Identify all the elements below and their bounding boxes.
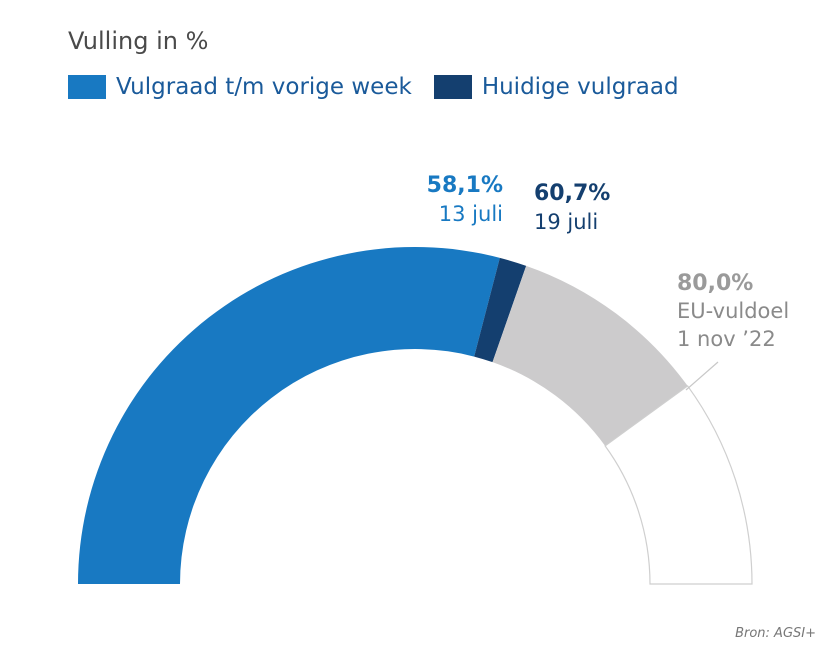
legend-swatch-previous-week <box>68 75 106 99</box>
source-note: Bron: AGSI+ <box>735 626 816 641</box>
gauge-segment-1 <box>474 257 527 363</box>
gauge-segment-3 <box>604 385 753 585</box>
label-value-previous-week: 58,1% <box>427 173 503 198</box>
legend-label-current: Huidige vulgraad <box>481 74 679 100</box>
gauge-segment-0 <box>78 247 500 584</box>
label-date-current: 19 juli <box>534 210 598 234</box>
label-eu-target-line2: 1 nov ’22 <box>677 327 776 351</box>
legend-swatch-current <box>433 75 472 99</box>
label-value-current: 60,7% <box>534 181 610 206</box>
label-value-eu-target: 80,0% <box>677 271 753 296</box>
legend-item-current: Huidige vulgraad <box>433 74 679 100</box>
legend-label-previous-week: Vulgraad t/m vorige week <box>116 74 412 100</box>
leader-line-eu-target <box>685 361 719 391</box>
label-eu-target-line1: EU-vuldoel <box>677 299 789 323</box>
legend: Vulgraad t/m vorige week Huidige vulgraa… <box>68 74 701 100</box>
legend-item-previous-week: Vulgraad t/m vorige week <box>68 74 412 100</box>
label-date-previous-week: 13 juli <box>439 202 503 226</box>
gauge-arcs <box>78 247 753 585</box>
chart-title: Vulling in % <box>68 27 209 55</box>
gauge-segment-2 <box>492 265 688 446</box>
